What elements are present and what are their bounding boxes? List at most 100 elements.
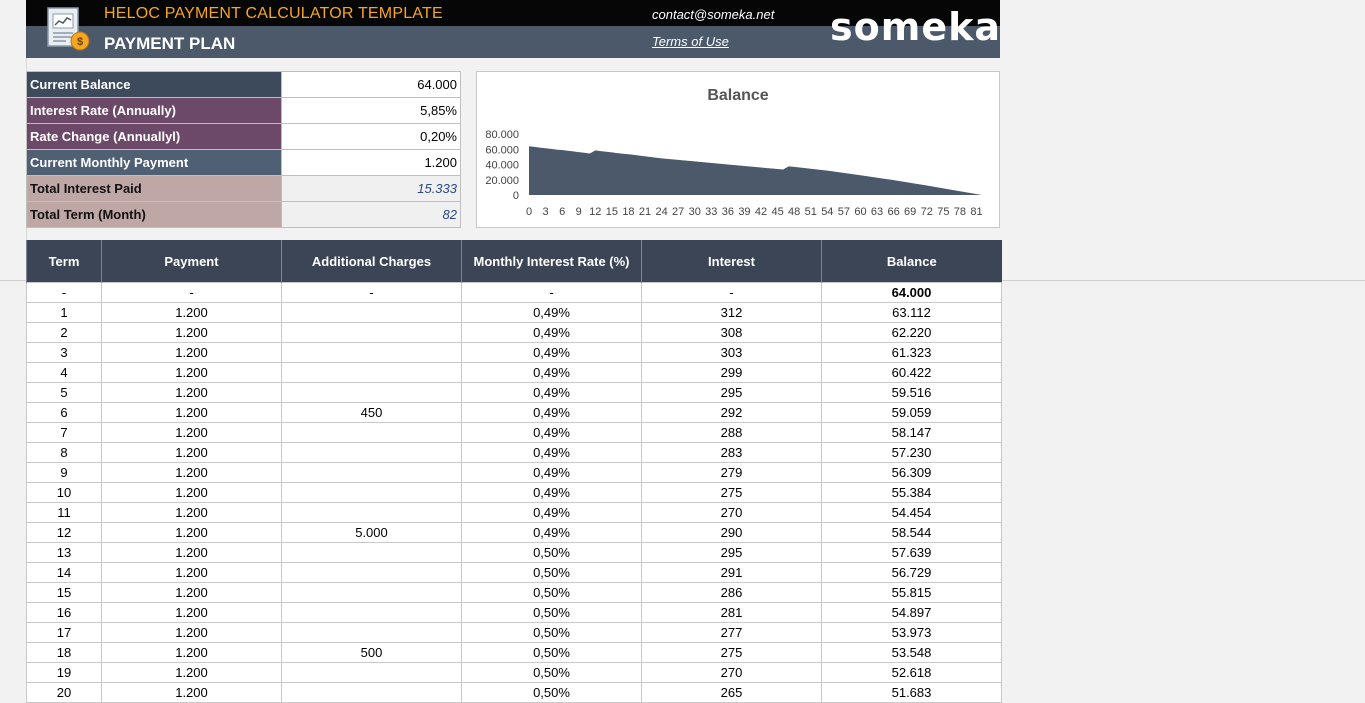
x-tick-label: 54 [821,206,833,218]
payment-cell: 1.200 [101,442,282,463]
additional-charges-cell[interactable] [281,502,462,523]
balance-cell: 53.973 [821,622,1002,643]
additional-charges-cell[interactable] [281,682,462,703]
interest-rate-input[interactable]: 5,85% [281,97,461,124]
payment-cell: 1.200 [101,522,282,543]
monthly-rate-cell: 0,49% [461,482,642,503]
additional-charges-cell[interactable] [281,542,462,563]
additional-charges-cell[interactable] [281,302,462,323]
table-row: 6 1.200 450 0,49% 292 59.059 [26,402,1002,423]
additional-charges-cell[interactable]: 5.000 [281,522,462,543]
additional-charges-cell[interactable]: 450 [281,402,462,423]
interest-cell: 308 [641,322,822,343]
term-cell: 7 [26,422,102,443]
total-term-value: 82 [281,201,461,228]
x-tick-label: 45 [771,206,783,218]
monthly-rate-cell: 0,49% [461,362,642,383]
additional-charges-cell[interactable] [281,662,462,683]
table-row: 18 1.200 500 0,50% 275 53.548 [26,642,1002,663]
term-cell: 15 [26,582,102,603]
summary-row-current-balance: Current Balance 64.000 [26,71,461,98]
total-interest-value: 15.333 [281,175,461,202]
additional-charges-cell[interactable] [281,362,462,383]
term-cell: - [26,282,102,303]
payment-cell: 1.200 [101,642,282,663]
table-header-row: Term Payment Additional Charges Monthly Int… [26,240,1002,283]
term-cell: 10 [26,482,102,503]
term-cell: 3 [26,342,102,363]
interest-cell: 288 [641,422,822,443]
interest-cell: 270 [641,662,822,683]
additional-charges-cell[interactable] [281,422,462,443]
term-cell: 14 [26,562,102,583]
additional-charges-cell[interactable] [281,582,462,603]
table-row: 11 1.200 0,49% 270 54.454 [26,502,1002,523]
additional-charges-cell[interactable] [281,622,462,643]
current-balance-label: Current Balance [26,71,282,98]
term-cell: 16 [26,602,102,623]
monthly-rate-cell: 0,49% [461,322,642,343]
interest-rate-label: Interest Rate (Annually) [26,97,282,124]
additional-charges-cell[interactable] [281,382,462,403]
additional-charges-cell[interactable]: 500 [281,642,462,663]
interest-cell: 283 [641,442,822,463]
balance-cell: 64.000 [821,282,1002,303]
additional-charges-cell[interactable] [281,442,462,463]
x-tick-label: 27 [672,206,684,218]
table-row: 12 1.200 5.000 0,49% 290 58.544 [26,522,1002,543]
balance-cell: 53.548 [821,642,1002,663]
monthly-rate-cell: 0,49% [461,522,642,543]
balance-cell: 52.618 [821,662,1002,683]
additional-charges-cell[interactable] [281,602,462,623]
y-tick-label: 60.000 [485,144,519,156]
term-cell: 18 [26,642,102,663]
additional-charges-cell[interactable] [281,322,462,343]
terms-of-use-link[interactable]: Terms of Use [652,34,729,49]
header-interest: Interest [641,240,822,283]
x-tick-label: 48 [788,206,800,218]
payment-cell: 1.200 [101,502,282,523]
header-balance: Balance [821,240,1002,283]
monthly-rate-cell: 0,49% [461,502,642,523]
monthly-payment-input[interactable]: 1.200 [281,149,461,176]
x-tick-label: 60 [854,206,866,218]
page-title: PAYMENT PLAN [104,34,236,53]
term-cell: 5 [26,382,102,403]
additional-charges-cell[interactable]: - [281,282,462,303]
interest-cell: 290 [641,522,822,543]
payment-cell: 1.200 [101,542,282,563]
current-balance-input[interactable]: 64.000 [281,71,461,98]
rate-change-input[interactable]: 0,20% [281,123,461,150]
term-cell: 1 [26,302,102,323]
additional-charges-cell[interactable] [281,562,462,583]
header-banner: $ HELOC PAYMENT CALCULATOR TEMPLATE PAYM… [26,0,1000,58]
interest-cell: 281 [641,602,822,623]
balance-cell: 62.220 [821,322,1002,343]
table-row: 5 1.200 0,49% 295 59.516 [26,382,1002,403]
x-tick-label: 12 [589,206,601,218]
additional-charges-cell[interactable] [281,462,462,483]
table-row: 14 1.200 0,50% 291 56.729 [26,562,1002,583]
contact-email[interactable]: contact@someka.net [652,7,775,22]
x-tick-label: 63 [871,206,883,218]
x-tick-label: 24 [655,206,667,218]
x-tick-label: 3 [543,206,549,218]
summary-row-interest-rate: Interest Rate (Annually) 5,85% [26,97,461,124]
balance-cell: 63.112 [821,302,1002,323]
banner-top-strip [26,0,1000,26]
interest-cell: 277 [641,622,822,643]
additional-charges-cell[interactable] [281,342,462,363]
x-tick-label: 75 [937,206,949,218]
table-row: 9 1.200 0,49% 279 56.309 [26,462,1002,483]
additional-charges-cell[interactable] [281,482,462,503]
term-cell: 17 [26,622,102,643]
monthly-rate-cell: 0,49% [461,442,642,463]
x-tick-label: 21 [639,206,651,218]
balance-cell: 57.639 [821,542,1002,563]
x-tick-label: 9 [576,206,582,218]
interest-cell: 299 [641,362,822,383]
balance-cell: 59.059 [821,402,1002,423]
y-tick-label: 40.000 [485,160,519,172]
x-tick-label: 30 [689,206,701,218]
balance-cell: 57.230 [821,442,1002,463]
